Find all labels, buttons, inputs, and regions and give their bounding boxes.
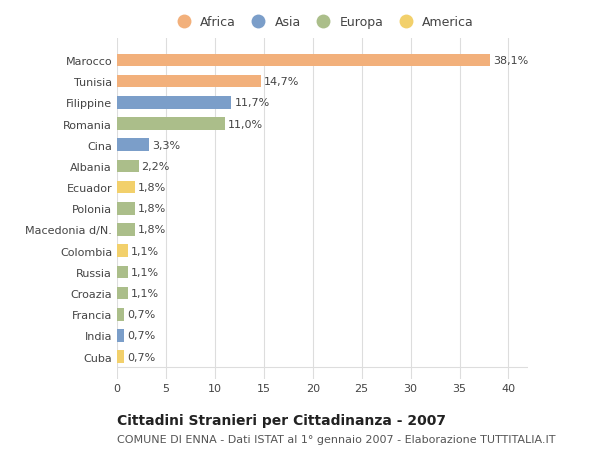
- Bar: [117, 245, 128, 257]
- Text: 1,1%: 1,1%: [131, 246, 159, 256]
- Text: 3,3%: 3,3%: [152, 140, 181, 151]
- Legend: Africa, Asia, Europa, America: Africa, Asia, Europa, America: [166, 11, 479, 34]
- Text: 1,8%: 1,8%: [137, 183, 166, 193]
- Bar: [117, 139, 149, 152]
- Text: 1,1%: 1,1%: [131, 267, 159, 277]
- Text: 0,7%: 0,7%: [127, 310, 155, 319]
- Bar: [117, 224, 134, 236]
- Text: 11,0%: 11,0%: [227, 119, 263, 129]
- Bar: [117, 76, 261, 88]
- Bar: [117, 181, 134, 194]
- Bar: [117, 118, 224, 131]
- Text: 2,2%: 2,2%: [142, 162, 170, 172]
- Bar: [117, 202, 134, 215]
- Bar: [117, 308, 124, 321]
- Bar: [117, 351, 124, 363]
- Bar: [117, 55, 490, 67]
- Bar: [117, 266, 128, 279]
- Text: 38,1%: 38,1%: [493, 56, 528, 66]
- Bar: [117, 160, 139, 173]
- Text: COMUNE DI ENNA - Dati ISTAT al 1° gennaio 2007 - Elaborazione TUTTITALIA.IT: COMUNE DI ENNA - Dati ISTAT al 1° gennai…: [117, 434, 556, 444]
- Text: 0,7%: 0,7%: [127, 352, 155, 362]
- Text: 1,8%: 1,8%: [137, 204, 166, 214]
- Bar: [117, 287, 128, 300]
- Text: 0,7%: 0,7%: [127, 331, 155, 341]
- Text: 14,7%: 14,7%: [264, 77, 299, 87]
- Text: 1,8%: 1,8%: [137, 225, 166, 235]
- Text: Cittadini Stranieri per Cittadinanza - 2007: Cittadini Stranieri per Cittadinanza - 2…: [117, 413, 446, 427]
- Bar: [117, 330, 124, 342]
- Bar: [117, 97, 232, 109]
- Text: 1,1%: 1,1%: [131, 288, 159, 298]
- Text: 11,7%: 11,7%: [235, 98, 269, 108]
